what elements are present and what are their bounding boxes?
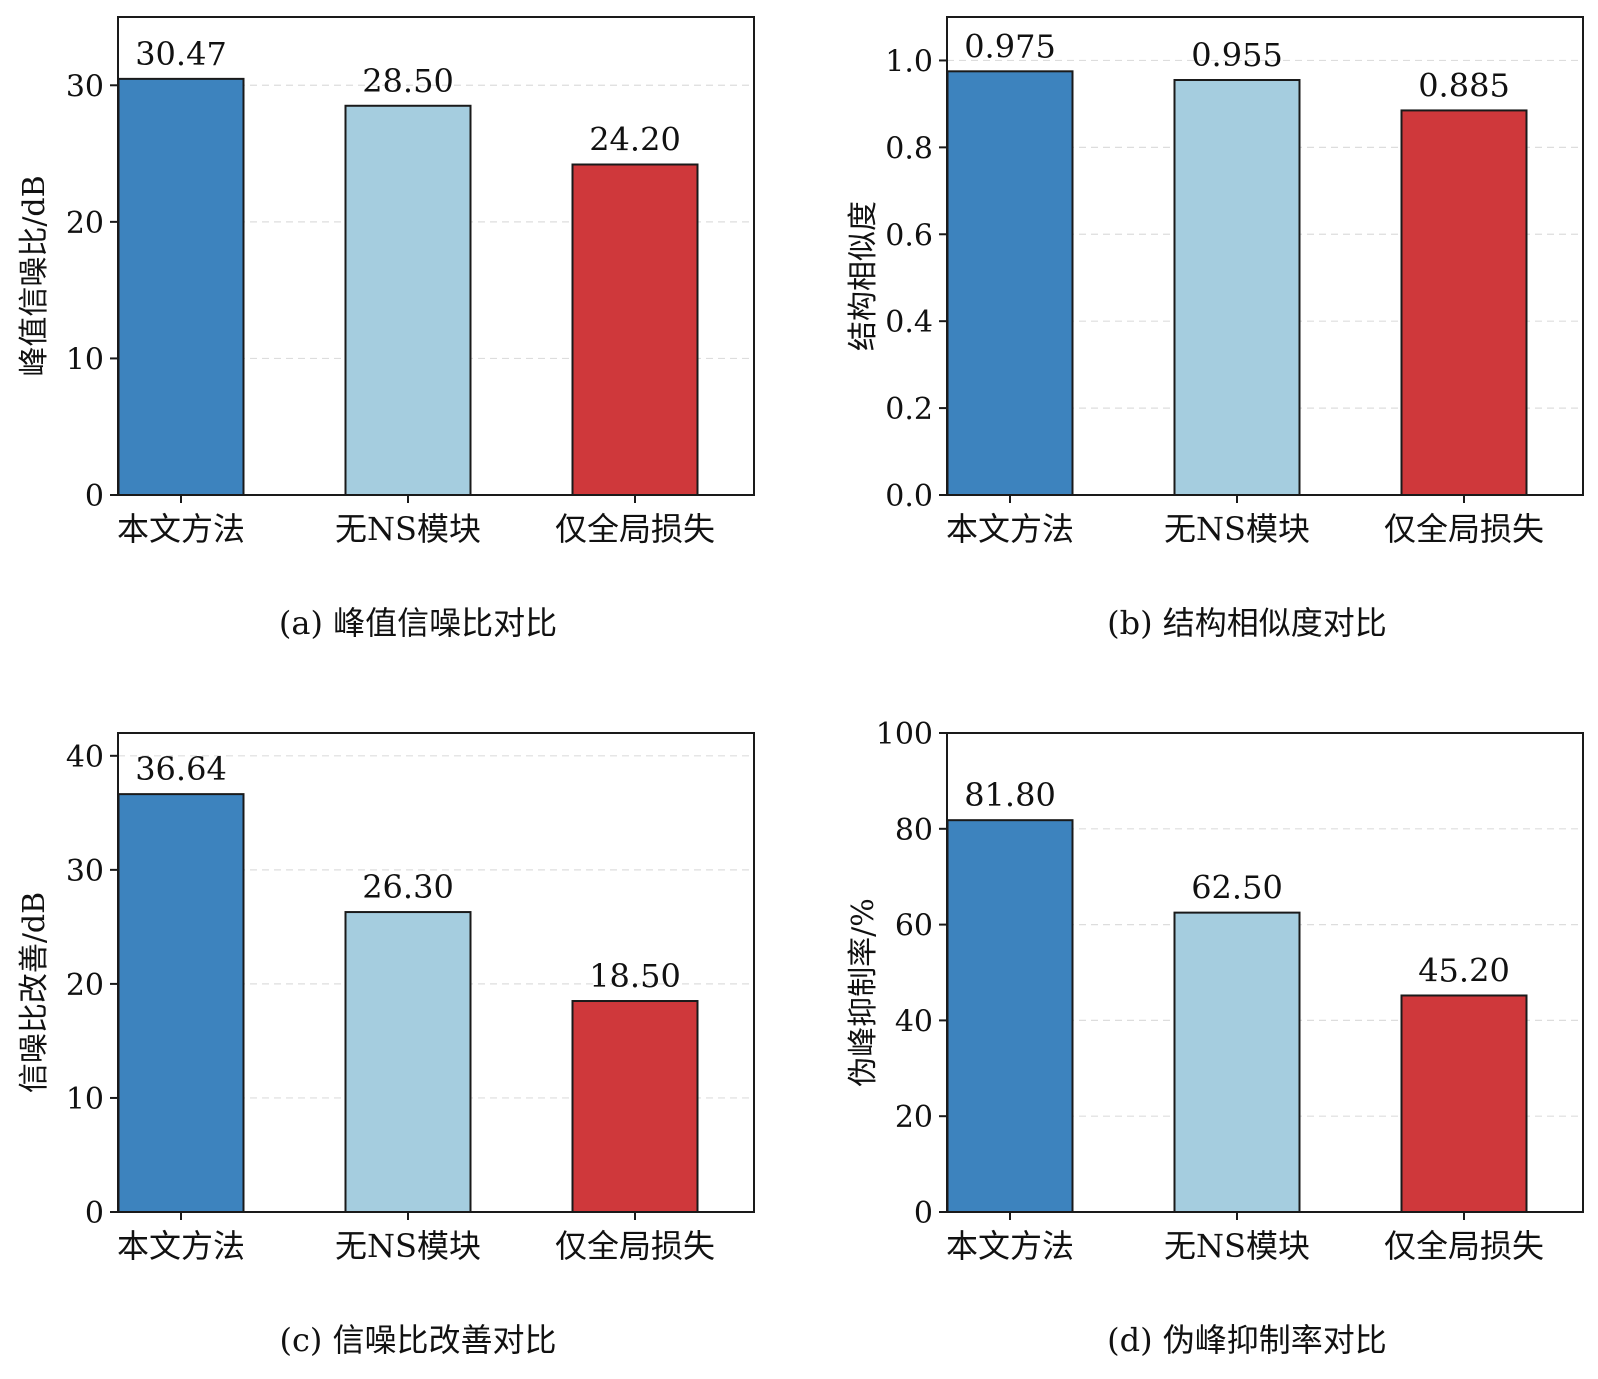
chart-2-ytick-label-0: 0 bbox=[85, 1196, 104, 1231]
chart-2-data-label-2: 18.50 bbox=[589, 957, 681, 995]
chart-3-bar-2 bbox=[1400, 994, 1528, 1213]
chart-1-data-label-1: 0.955 bbox=[1191, 36, 1283, 74]
chart-0-category-label-2: 仅全局损失 bbox=[555, 510, 715, 548]
chart-1-ylabel: 结构相似度 bbox=[846, 201, 881, 351]
chart-3-data-label-0: 81.80 bbox=[964, 776, 1056, 814]
chart-1-ytick-label-0: 0.0 bbox=[885, 479, 933, 514]
chart-2-bar-2 bbox=[571, 1000, 699, 1213]
chart-3-ytick-label-5: 100 bbox=[876, 717, 933, 752]
chart-3-category-label-2: 仅全局损失 bbox=[1384, 1227, 1544, 1265]
chart-3-bar-1 bbox=[1173, 911, 1301, 1213]
chart-1-ytick-label-4: 0.8 bbox=[885, 131, 933, 166]
chart-1-ytick-label-5: 1.0 bbox=[885, 44, 933, 79]
chart-2-plot-frame bbox=[117, 732, 755, 1213]
chart-2-category-label-2: 仅全局损失 bbox=[555, 1227, 715, 1265]
chart-3-ytick-label-0: 0 bbox=[914, 1196, 933, 1231]
chart-2-ytick-label-2: 20 bbox=[66, 968, 104, 1003]
chart-0-ytick-label-1: 10 bbox=[66, 342, 104, 377]
chart-0-data-label-2: 24.20 bbox=[589, 120, 681, 158]
chart-0-ytick-label-0: 0 bbox=[85, 479, 104, 514]
chart-0-data-label-1: 28.50 bbox=[362, 62, 454, 100]
chart-3-ylabel: 伪峰抑制率/% bbox=[846, 898, 881, 1087]
chart-3-ytick-label-3: 60 bbox=[895, 909, 933, 944]
chart-1-category-label-1: 无NS模块 bbox=[1164, 510, 1310, 548]
chart-1-data-label-2: 0.885 bbox=[1418, 66, 1510, 104]
chart-2-category-label-1: 无NS模块 bbox=[335, 1227, 481, 1265]
chart-1-plot-frame bbox=[946, 16, 1584, 496]
chart-2-ytick-label-1: 10 bbox=[66, 1082, 104, 1117]
chart-1-caption: (b) 结构相似度对比 bbox=[1107, 604, 1387, 642]
chart-0-data-label-0: 30.47 bbox=[135, 35, 227, 73]
chart-3-ytick-label-4: 80 bbox=[895, 813, 933, 848]
chart-2-ylabel: 信噪比改善/dB bbox=[17, 892, 52, 1093]
chart-0-ytick-label-2: 20 bbox=[66, 206, 104, 241]
chart-2-bar-0 bbox=[117, 793, 245, 1213]
chart-1-bar-1 bbox=[1173, 79, 1301, 496]
chart-1-ytick-label-2: 0.4 bbox=[885, 305, 933, 340]
chart-2-caption: (c) 信噪比改善对比 bbox=[279, 1321, 556, 1359]
chart-1-bar-2 bbox=[1400, 109, 1528, 496]
chart-1-category-label-2: 仅全局损失 bbox=[1384, 510, 1544, 548]
chart-2-data-label-1: 26.30 bbox=[362, 868, 454, 906]
chart-2-bar-1 bbox=[344, 911, 472, 1213]
chart-0-caption: (a) 峰值信噪比对比 bbox=[279, 604, 557, 642]
chart-3-caption: (d) 伪峰抑制率对比 bbox=[1107, 1321, 1387, 1359]
chart-3-category-label-0: 本文方法 bbox=[946, 1227, 1074, 1265]
chart-0-plot-frame bbox=[117, 16, 755, 496]
chart-1-ytick-label-1: 0.2 bbox=[885, 392, 933, 427]
chart-3-data-label-1: 62.50 bbox=[1191, 869, 1283, 907]
chart-1-data-label-0: 0.975 bbox=[964, 27, 1056, 65]
chart-0-bar-0 bbox=[117, 77, 245, 497]
chart-1-bar-0 bbox=[946, 70, 1074, 497]
chart-3-plot-frame bbox=[946, 732, 1584, 1213]
chart-0-bar-1 bbox=[344, 104, 472, 497]
chart-0-category-label-0: 本文方法 bbox=[117, 510, 245, 548]
chart-2-ytick-label-4: 40 bbox=[66, 740, 104, 775]
chart-3-category-label-1: 无NS模块 bbox=[1164, 1227, 1310, 1265]
chart-2-ytick-label-3: 30 bbox=[66, 854, 104, 889]
chart-3-data-label-2: 45.20 bbox=[1418, 951, 1510, 989]
chart-3-bar-0 bbox=[946, 819, 1074, 1213]
chart-1-category-label-0: 本文方法 bbox=[946, 510, 1074, 548]
chart-0-ylabel: 峰值信噪比/dB bbox=[17, 175, 52, 376]
chart-1-ytick-label-3: 0.6 bbox=[885, 218, 933, 253]
chart-0-ytick-label-3: 30 bbox=[66, 69, 104, 104]
chart-3-ytick-label-1: 20 bbox=[895, 1100, 933, 1135]
chart-2-data-label-0: 36.64 bbox=[135, 750, 227, 788]
chart-2-category-label-0: 本文方法 bbox=[117, 1227, 245, 1265]
chart-3-ytick-label-2: 40 bbox=[895, 1004, 933, 1039]
chart-0-bar-2 bbox=[571, 163, 699, 497]
chart-0-category-label-1: 无NS模块 bbox=[335, 510, 481, 548]
